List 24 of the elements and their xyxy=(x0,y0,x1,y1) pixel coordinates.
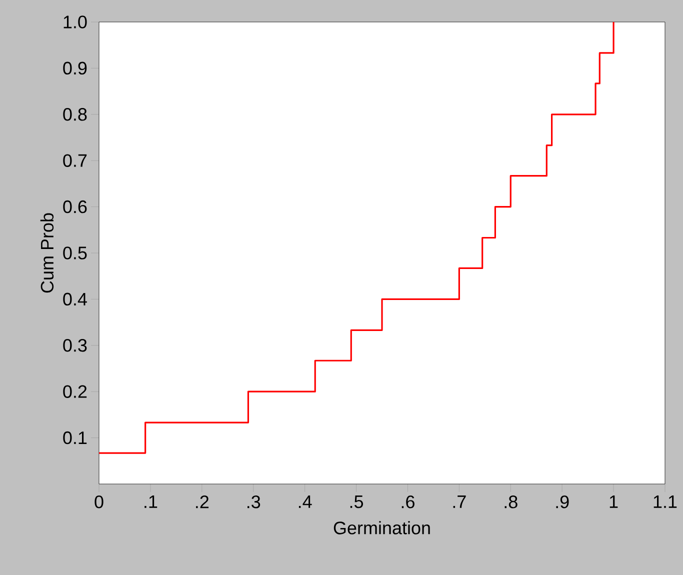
x-tick-label: .3 xyxy=(248,496,260,508)
y-axis-title: Cum Prob xyxy=(40,213,54,293)
y-tick-label: 0.2 xyxy=(63,385,87,398)
x-axis-title: Germination xyxy=(334,521,430,534)
x-tick-label: .7 xyxy=(453,496,466,508)
y-tick-label: 1.0 xyxy=(64,16,87,28)
y-tick-label: 0.9 xyxy=(63,62,87,75)
x-tick-label: .8 xyxy=(504,496,518,508)
y-tick-label: 0.3 xyxy=(63,339,87,352)
y-tick-label: 0.5 xyxy=(63,246,87,260)
y-tick-label: 0.4 xyxy=(63,292,87,306)
x-tick-label: 1 xyxy=(610,496,618,508)
x-tick-label: .4 xyxy=(298,496,312,508)
x-tick-label: .1 xyxy=(144,496,158,508)
y-tick-label: 0.1 xyxy=(63,431,87,444)
y-tick-label: 0.8 xyxy=(63,108,87,121)
x-tick-label: .9 xyxy=(556,496,569,508)
x-tick-label: .2 xyxy=(196,496,209,508)
y-tick-label: 0.6 xyxy=(63,200,87,214)
x-tick-label: .6 xyxy=(402,496,414,508)
x-tick-label: .5 xyxy=(350,496,364,508)
y-tick-label: 0.7 xyxy=(63,154,87,167)
x-tick-label: 0 xyxy=(94,496,104,508)
x-tick-label: 1.1 xyxy=(654,496,677,508)
